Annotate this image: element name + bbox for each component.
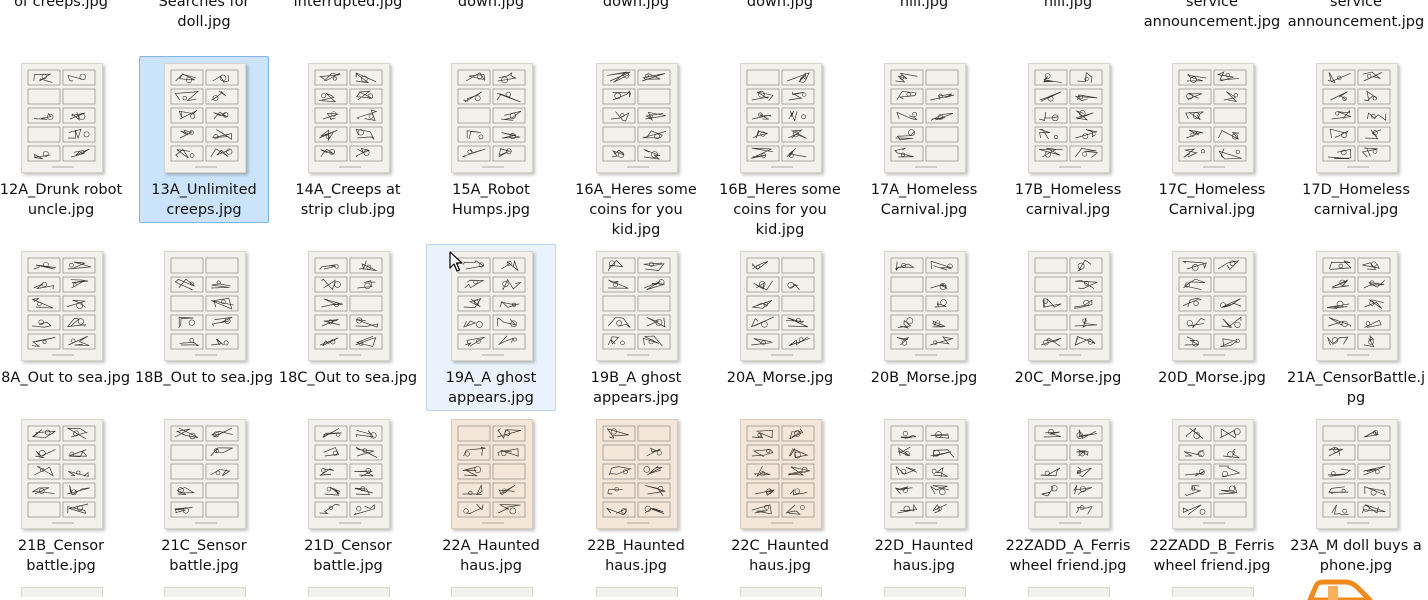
file-name-label: 21B_Censor battle.jpg — [17, 538, 105, 574]
image-thumbnail[interactable] — [884, 251, 966, 361]
file-name-label: service announcement.jpg — [1287, 0, 1425, 30]
image-thumbnail[interactable] — [21, 63, 103, 173]
image-thumbnail[interactable] — [164, 251, 246, 361]
image-thumbnail[interactable] — [740, 419, 822, 529]
image-thumbnail[interactable] — [740, 251, 822, 361]
file-name-label: 22C_Haunted haus.jpg — [731, 538, 829, 574]
file-name-label: 18A_Out to sea.jpg — [0, 370, 131, 386]
file-name-label: 20B_Morse.jpg — [870, 370, 978, 386]
image-thumbnail[interactable] — [21, 251, 103, 361]
file-name-label: 15A_Robot Humps.jpg — [451, 182, 531, 218]
file-name-label: hill.jpg — [1043, 0, 1093, 10]
file-name-label: 22B_Haunted haus.jpg — [587, 538, 685, 574]
image-thumbnail[interactable] — [164, 587, 246, 597]
file-name-label: 17D_Homeless carnival.jpg — [1302, 182, 1410, 218]
image-thumbnail[interactable] — [1172, 587, 1254, 597]
arrow-cursor-icon — [449, 251, 463, 272]
file-name-label: 13A_Unlimited creeps.jpg — [151, 182, 257, 218]
file-name-label: 16B_Heres some coins for you kid.jpg — [719, 182, 841, 238]
file-name-label: 20D_Morse.jpg — [1158, 370, 1266, 386]
image-thumbnail[interactable] — [451, 419, 533, 529]
image-thumbnail[interactable] — [596, 63, 678, 173]
image-thumbnail[interactable] — [596, 587, 678, 597]
file-name-label: 21C_Sensor battle.jpg — [161, 538, 247, 574]
image-thumbnail[interactable] — [596, 419, 678, 529]
image-thumbnail[interactable] — [21, 587, 103, 597]
image-thumbnail[interactable] — [1172, 63, 1254, 173]
image-thumbnail[interactable] — [164, 419, 246, 529]
image-thumbnail[interactable] — [308, 251, 390, 361]
image-thumbnail[interactable] — [308, 419, 390, 529]
file-name-label: service announcement.jpg — [1143, 0, 1281, 30]
file-name-label: 17C_Homeless Carnival.jpg — [1158, 182, 1266, 218]
image-thumbnail[interactable] — [1028, 63, 1110, 173]
image-thumbnail[interactable] — [884, 63, 966, 173]
file-name-label: 16A_Heres some coins for you kid.jpg — [575, 182, 697, 238]
file-name-label: 12A_Drunk robot uncle.jpg — [0, 182, 123, 218]
file-name-label: interrupted.jpg — [293, 0, 403, 10]
image-thumbnail[interactable] — [451, 251, 533, 361]
file-name-label: 20A_Morse.jpg — [726, 370, 834, 386]
file-name-label: 21D_Censor battle.jpg — [304, 538, 392, 574]
image-thumbnail[interactable] — [884, 587, 966, 597]
file-name-label: 22ZADD_B_Ferris wheel friend.jpg — [1149, 538, 1275, 574]
image-thumbnail[interactable] — [596, 251, 678, 361]
image-thumbnail[interactable] — [740, 63, 822, 173]
image-thumbnail[interactable] — [451, 587, 533, 597]
image-thumbnail[interactable] — [1316, 63, 1398, 173]
file-name-label: down.jpg — [457, 0, 525, 10]
file-name-label: 14A_Creeps at strip club.jpg — [295, 182, 401, 218]
image-thumbnail[interactable] — [1316, 419, 1398, 529]
file-name-label: 19A_A ghost appears.jpg — [445, 370, 537, 406]
file-name-label: 21A_CensorBattle.jpg — [1286, 370, 1426, 406]
image-thumbnail[interactable] — [308, 587, 390, 597]
orange-app-icon — [1307, 579, 1373, 600]
file-name-label: 19B_A ghost appears.jpg — [590, 370, 682, 406]
file-name-label: 22D_Haunted haus.jpg — [874, 538, 974, 574]
file-name-label: 17A_Homeless Carnival.jpg — [870, 182, 978, 218]
file-name-label: 17B_Homeless carnival.jpg — [1014, 182, 1122, 218]
image-thumbnail[interactable] — [1316, 251, 1398, 361]
image-thumbnail[interactable] — [1028, 251, 1110, 361]
file-name-label: 22A_Haunted haus.jpg — [442, 538, 540, 574]
file-name-label: hill.jpg — [899, 0, 949, 10]
file-name-label: 18C_Out to sea.jpg — [278, 370, 418, 386]
file-name-label: down.jpg — [746, 0, 814, 10]
image-thumbnail[interactable] — [1172, 419, 1254, 529]
file-name-label: down.jpg — [602, 0, 670, 10]
image-thumbnail[interactable] — [1028, 419, 1110, 529]
file-name-label: Searches for doll.jpg — [158, 0, 250, 30]
image-thumbnail[interactable] — [164, 63, 246, 173]
file-name-label: 20C_Morse.jpg — [1014, 370, 1122, 386]
image-thumbnail[interactable] — [1028, 587, 1110, 597]
file-name-label: 23A_M doll buys a phone.jpg — [1290, 538, 1422, 574]
image-thumbnail[interactable] — [451, 63, 533, 173]
image-thumbnail[interactable] — [21, 419, 103, 529]
file-name-label: 18B_Out to sea.jpg — [134, 370, 274, 386]
file-name-label: of creeps.jpg — [14, 0, 108, 10]
image-thumbnail[interactable] — [740, 587, 822, 597]
image-thumbnail[interactable] — [308, 63, 390, 173]
file-name-label: 22ZADD_A_Ferris wheel friend.jpg — [1005, 538, 1131, 574]
image-thumbnail[interactable] — [884, 419, 966, 529]
image-thumbnail[interactable] — [1172, 251, 1254, 361]
